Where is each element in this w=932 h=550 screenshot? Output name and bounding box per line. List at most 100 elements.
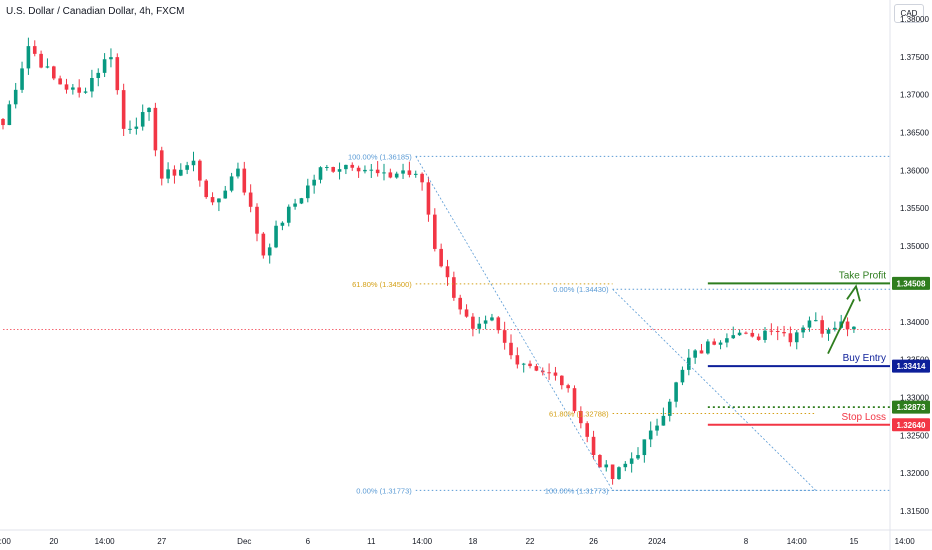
candle-body <box>807 320 812 328</box>
candle-body <box>293 203 297 207</box>
candle-body <box>852 326 856 330</box>
candle-body <box>604 464 609 468</box>
candle <box>604 460 609 472</box>
candle-body <box>534 366 539 371</box>
candle-body <box>655 425 659 431</box>
candle <box>648 421 653 448</box>
y-tick-label: 1.37000 <box>900 91 929 100</box>
candle-body <box>96 72 101 79</box>
candle-body <box>32 46 37 54</box>
candle <box>185 161 189 175</box>
x-tick-label: 22 <box>526 537 535 546</box>
candle-body <box>820 320 824 334</box>
candle <box>826 327 831 341</box>
candle <box>452 271 456 301</box>
x-tick-label: Dec <box>237 537 251 546</box>
candle-body <box>331 166 335 172</box>
candle <box>375 161 380 177</box>
candle <box>45 58 50 69</box>
candle <box>337 162 342 180</box>
candle <box>356 165 361 178</box>
x-tick-label: 8 <box>744 537 749 546</box>
candle-body <box>687 357 691 370</box>
candle-body <box>229 176 234 191</box>
candle <box>553 366 558 381</box>
candle-body <box>509 342 513 356</box>
candle <box>413 170 418 178</box>
candle <box>560 375 564 390</box>
candle <box>204 179 208 199</box>
candle-body <box>413 173 418 175</box>
candle-body <box>788 333 793 343</box>
candle-body <box>623 463 628 468</box>
candle <box>794 330 799 350</box>
candle-body <box>248 192 253 207</box>
candle-body <box>547 372 551 374</box>
candle <box>718 340 723 350</box>
candle-body <box>325 166 329 168</box>
candle-body <box>572 388 577 412</box>
candle <box>179 163 183 177</box>
candle <box>210 192 215 206</box>
candle-body <box>483 320 488 324</box>
candle <box>788 326 793 347</box>
fib-level-label: 100.00% (1.36185) <box>348 152 412 161</box>
trade-level-label: Stop Loss <box>842 412 886 423</box>
target-arrow-head <box>846 284 861 302</box>
candle <box>121 83 126 137</box>
candle-body <box>388 172 393 178</box>
candle <box>77 79 81 98</box>
candle <box>782 325 786 337</box>
candle-body <box>394 173 399 178</box>
candle <box>629 452 634 473</box>
candle-body <box>750 332 755 337</box>
candle-body <box>464 309 469 317</box>
candle-body <box>420 173 424 183</box>
candle <box>217 198 221 212</box>
candle <box>731 326 736 340</box>
candle <box>363 165 367 174</box>
y-tick-label: 1.31500 <box>900 507 929 516</box>
candle-body <box>147 107 151 113</box>
y-tick-label: 1.38000 <box>900 15 929 24</box>
candle-body <box>121 90 126 129</box>
candle-body <box>712 341 716 345</box>
candle-body <box>159 150 164 179</box>
candle-body <box>128 128 132 130</box>
candle-body <box>102 59 107 73</box>
candle-body <box>477 323 482 329</box>
candle-body <box>261 233 266 256</box>
candle <box>401 163 405 179</box>
candle <box>750 329 755 338</box>
price-label-text: 1.34508 <box>897 279 926 288</box>
candle <box>464 304 469 318</box>
chart-title: U.S. Dollar / Canadian Dollar, 4h, FXCM <box>6 6 185 17</box>
candle-body <box>306 185 310 199</box>
candle <box>471 313 475 337</box>
candle-body <box>7 104 12 126</box>
candle <box>242 161 247 196</box>
candle-body <box>344 164 348 170</box>
candle-body <box>845 321 850 330</box>
candle <box>725 333 729 348</box>
candle <box>585 421 589 443</box>
candle <box>712 338 716 346</box>
candle <box>274 220 278 249</box>
candle <box>680 366 685 386</box>
candle <box>623 461 628 472</box>
candle <box>318 166 323 184</box>
candle-body <box>579 411 583 424</box>
candle-body <box>636 455 640 459</box>
candle-body <box>706 341 710 354</box>
price-label-box <box>892 359 930 373</box>
candle-body <box>591 436 596 455</box>
candle <box>426 176 431 222</box>
x-tick-label: 14:00 <box>895 537 916 546</box>
price-label-box <box>892 276 930 290</box>
x-tick-label: 15 <box>849 537 858 546</box>
currency-button[interactable]: CAD <box>894 4 924 23</box>
candle <box>775 326 780 341</box>
candle-body <box>90 78 94 92</box>
